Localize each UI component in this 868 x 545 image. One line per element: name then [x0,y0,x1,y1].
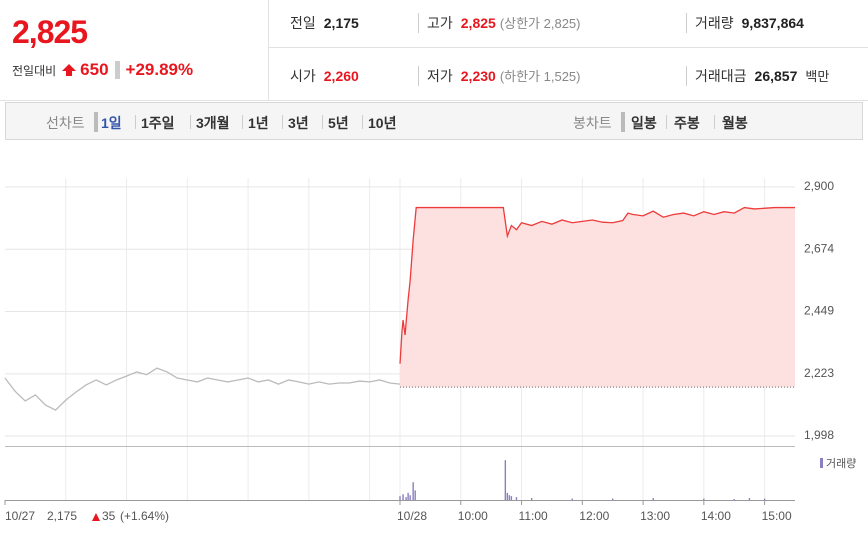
volume-bar [412,482,414,500]
tab[interactable]: 주봉 [674,115,700,131]
volume-bar [508,495,511,500]
tab: 봉차트 [573,115,612,131]
volume-bar [703,498,705,500]
current-price: 2,825 [12,14,88,50]
prev-change: 35 [102,509,116,523]
value: 2,260 [323,68,359,84]
change-value: 650 [80,60,109,79]
tab[interactable]: 3개월 [196,115,230,131]
volume-bar [530,498,533,500]
tab-separator [362,115,363,129]
unit: 백만 [805,69,830,84]
tab[interactable]: 1년 [248,115,269,131]
x-tick-label: 13:00 [640,509,670,523]
volume-bar [652,498,654,500]
volume-bar [733,499,735,500]
price-line [4,367,401,411]
volume-bar [506,492,509,500]
area [400,207,795,388]
x-tick-label: 11:00 [519,509,548,523]
up-icon [62,64,77,76]
volume-bar [748,498,751,500]
note: (하한가 1,525) [499,69,581,84]
x-tick-label: 12:00 [579,509,609,523]
volume-bar [504,460,507,500]
value: 2,825 [460,15,496,31]
legend-swatch [820,458,823,468]
divider [114,61,120,79]
tab-separator [666,115,667,129]
volume-bar [571,498,573,500]
value: 26,857 [754,68,798,84]
volume-bar [414,490,416,500]
prev-rate: (+1.64%) [120,509,169,523]
change-rate: +29.89% [125,60,194,79]
divider [268,0,269,100]
note: (상한가 2,825) [499,16,581,31]
volume-bar [399,496,401,500]
tab[interactable]: 3년 [288,115,309,131]
x-tick-label: 15:00 [762,509,792,523]
tab-separator [135,115,136,129]
price-change: 전일대비 650 +29.89% [12,60,193,80]
volume-bar [407,492,409,500]
label: 거래대금 [695,68,747,84]
tab[interactable]: 1주일 [141,115,175,131]
tab-separator [94,112,98,132]
tab-separator [242,115,243,129]
tab-separator [714,115,715,129]
tab-separator [282,115,283,129]
y-tick-label: 2,674 [804,241,834,255]
summary-cell: 거래량 9,837,864 [686,13,804,33]
tab[interactable]: 1일 [101,115,122,131]
volume-bar [510,496,513,500]
summary-cell: 전일 2,175 [290,13,359,33]
tab-separator [190,115,191,129]
prev-close: 2,175 [47,509,77,523]
price-line [399,206,795,364]
tab[interactable]: 월봉 [722,115,748,131]
volume-bar [409,495,411,500]
value: 9,837,864 [741,15,804,31]
label: 저가 [427,68,453,84]
volume-bar [405,497,407,500]
chart-tabs: 선차트 1일 1주일 3개월 1년 3년 5년 10년 봉차트 일봉 주봉 월봉 [5,102,863,140]
legend-label: 거래량 [826,457,856,470]
tab: 선차트 [46,115,85,131]
volume-bar [515,497,518,500]
summary-cell: 시가 2,260 [290,66,359,86]
x-tick-label: 14:00 [701,509,731,523]
divider [268,47,868,48]
y-tick-label: 2,900 [804,179,834,193]
tab-separator [322,115,323,129]
y-tick-label: 1,998 [804,428,834,442]
x-tick-label: 10/28 [397,509,427,523]
y-tick-label: 2,223 [804,366,834,380]
volume-bar [611,498,614,500]
summary-cell: 고가 2,825 (상한가 2,825) [418,13,581,33]
label: 전일 [290,15,316,31]
up-icon [92,513,100,521]
y-tick-label: 2,449 [804,304,834,318]
summary-cell: 거래대금 26,857 백만 [686,66,829,86]
x-tick-label: 10:00 [458,509,488,523]
tab-separator [621,112,625,132]
tab[interactable]: 일봉 [631,115,657,131]
label: 고가 [427,15,453,31]
value: 2,175 [323,15,359,31]
label: 거래량 [695,15,734,31]
divider [0,100,868,101]
tab[interactable]: 10년 [368,115,397,131]
label: 시가 [290,68,316,84]
x-tick-label: 10/27 [5,509,35,523]
volume-bar [763,498,766,500]
summary-cell: 저가 2,230 (하한가 1,525) [418,66,581,86]
change-label: 전일대비 [12,63,57,78]
value: 2,230 [460,68,496,84]
tab[interactable]: 5년 [328,115,349,131]
volume-bar [402,494,404,500]
